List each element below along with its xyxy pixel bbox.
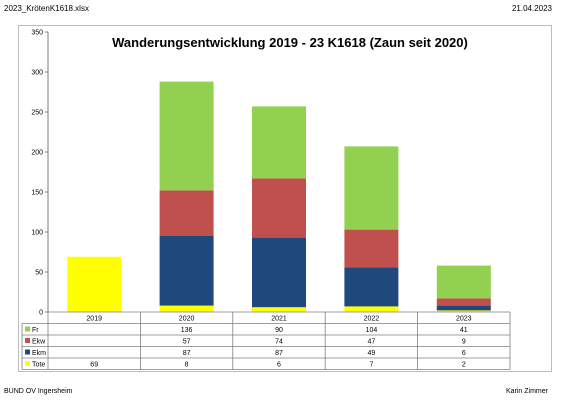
- data-label: 49: [368, 350, 376, 357]
- category-label: 2019: [86, 316, 102, 323]
- data-label: 87: [275, 350, 283, 357]
- footer-author: Karin Zimmer: [505, 388, 548, 395]
- bar-segment-fr-2020: [159, 81, 214, 191]
- category-label: 2021: [271, 316, 287, 323]
- bar-segment-fr-2021: [252, 106, 306, 179]
- y-tick-label: 150: [31, 190, 43, 197]
- legend-key-ekw: [25, 338, 30, 343]
- data-label: 9: [462, 339, 466, 346]
- data-label: 7: [369, 362, 373, 369]
- legend-label-fr: Fr: [32, 327, 39, 334]
- bar-segment-tote-2023: [436, 310, 491, 312]
- y-tick-label: 200: [31, 150, 43, 157]
- legend-key-fr: [25, 326, 30, 332]
- data-label: 2: [462, 362, 466, 369]
- footer-org: BUND OV Ingersheim: [4, 388, 73, 395]
- bar-segment-ekm-2023: [436, 305, 491, 311]
- y-tick-label: 0: [39, 310, 43, 317]
- category-label: 2020: [179, 316, 195, 323]
- legend-key-ekm: [25, 349, 30, 355]
- bar-segment-fr-2022: [344, 146, 399, 230]
- data-label: 6: [277, 362, 281, 369]
- data-label: 90: [275, 327, 283, 334]
- category-label: 2022: [364, 316, 380, 323]
- data-label: 136: [181, 327, 193, 334]
- bar-segment-ekw-2022: [344, 229, 399, 268]
- data-label: 8: [185, 362, 189, 369]
- bar-segment-tote-2021: [252, 307, 306, 312]
- bar-segment-tote-2019: [67, 256, 122, 312]
- data-label: 104: [366, 327, 378, 334]
- data-label: 41: [460, 327, 468, 334]
- data-label: 6: [462, 350, 466, 357]
- bar-segment-ekw-2023: [436, 298, 491, 306]
- y-tick-label: 300: [31, 70, 43, 77]
- bar-segment-tote-2022: [344, 306, 399, 312]
- data-label: 74: [275, 339, 283, 346]
- y-tick-label: 100: [31, 230, 43, 237]
- y-tick-label: 250: [31, 110, 43, 117]
- file-name: 2023_KrötenK1618.xlsx: [4, 4, 89, 13]
- bar-segment-ekm-2022: [344, 267, 399, 307]
- data-label: 57: [183, 339, 191, 346]
- y-tick-label: 50: [35, 270, 43, 277]
- legend-label-ekw: Ekw: [32, 339, 46, 346]
- bar-segment-tote-2020: [159, 305, 214, 312]
- y-tick-label: 350: [31, 30, 43, 37]
- legend-label-tote: Tote: [32, 362, 45, 369]
- bar-segment-fr-2023: [436, 265, 491, 299]
- category-label: 2023: [456, 316, 472, 323]
- legend-key-tote: [25, 361, 30, 366]
- bar-segment-ekm-2020: [159, 236, 214, 306]
- bar-segment-ekm-2021: [252, 237, 306, 308]
- chart-frame: [18, 25, 552, 372]
- bar-segment-ekw-2020: [159, 190, 214, 236]
- bar-segment-ekw-2021: [252, 178, 306, 238]
- chart-title: Wanderungsentwicklung 2019 - 23 K1618 (Z…: [112, 35, 468, 50]
- print-date: 21.04.2023: [511, 4, 552, 13]
- legend-label-ekm: Ekm: [32, 350, 46, 357]
- data-label: 87: [183, 350, 191, 357]
- data-label: 47: [368, 339, 376, 346]
- data-label: 69: [90, 362, 98, 369]
